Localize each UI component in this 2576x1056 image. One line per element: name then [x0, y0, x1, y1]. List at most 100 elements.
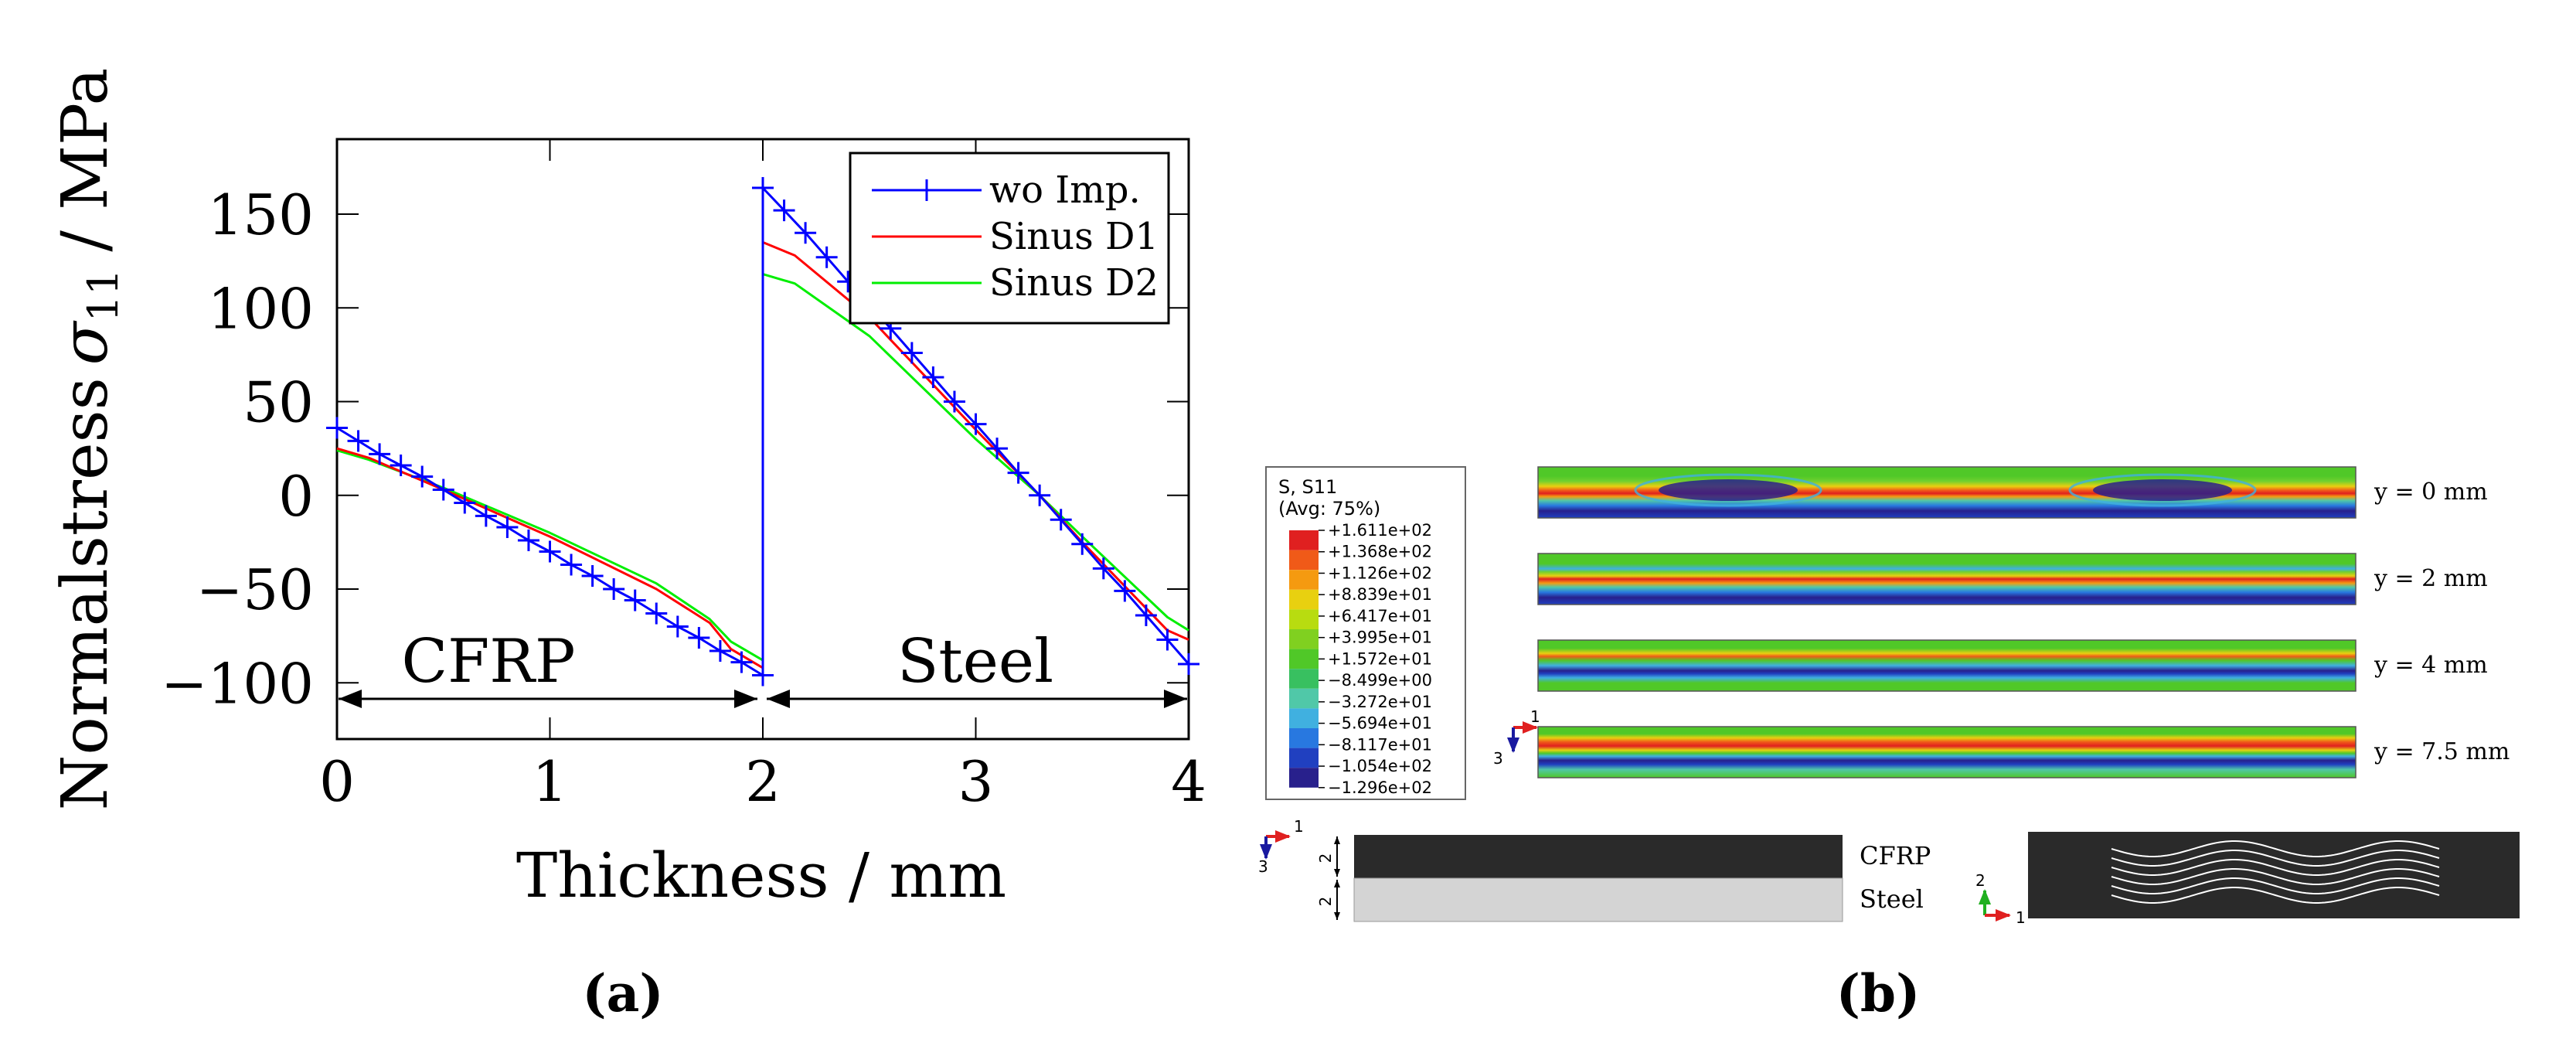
data-point-marker	[347, 430, 369, 452]
data-point-marker	[603, 578, 625, 600]
contour-strip: y = 0 mm	[1537, 466, 2488, 519]
contour-legend-swatch	[1289, 768, 1319, 788]
data-point-marker	[1135, 604, 1157, 626]
data-point-marker	[709, 640, 731, 663]
y-tick-label: −50	[196, 557, 314, 622]
contour-legend-value: +8.839e+01	[1328, 585, 1432, 604]
contour-legend-swatch	[1289, 530, 1319, 550]
contour-strip-label: y = 0 mm	[2374, 479, 2488, 506]
data-point-marker	[411, 465, 434, 488]
contour-legend-swatch	[1289, 688, 1319, 709]
contour-legend-swatch	[1289, 570, 1319, 590]
data-point-marker	[815, 246, 838, 268]
data-point-marker	[900, 342, 923, 364]
fibre-line	[2111, 877, 2440, 894]
contour-legend-value: −5.694e+01	[1328, 714, 1432, 733]
contour-legend-swatch	[1289, 728, 1319, 748]
y-axis-label-subscript: 11	[79, 269, 128, 322]
triad-label-3: 3	[1493, 749, 1503, 768]
cfrp-annotation: CFRP	[401, 627, 575, 697]
data-point-marker	[1029, 484, 1051, 506]
x-tick-label: 4	[1171, 749, 1206, 814]
data-point-marker	[1156, 628, 1179, 651]
contour-legend-value: +1.572e+01	[1328, 649, 1432, 668]
stress-hotspot-halo	[1634, 473, 1822, 507]
contour-strip-label: y = 2 mm	[2374, 565, 2488, 592]
y-ticks: −100 −50 0 50 100 150	[161, 182, 1189, 716]
data-point-marker	[943, 390, 965, 413]
data-point-marker	[369, 443, 391, 465]
panel-b-contour: S, S11 (Avg: 75%) +1.611e+02+1.368e+02+1…	[1258, 466, 2520, 1024]
data-point-marker	[795, 222, 817, 244]
fibre-triad-label-2: 2	[1975, 871, 1986, 890]
y-tick-label: 150	[208, 182, 314, 247]
contour-legend-swatch	[1289, 748, 1319, 768]
y-tick-label: 50	[243, 370, 314, 435]
data-point-marker	[1092, 557, 1114, 580]
data-point-marker	[432, 479, 454, 501]
series-line-wo-imp	[336, 186, 1190, 676]
data-point-marker	[1178, 653, 1200, 675]
contour-strip-field	[1537, 639, 2357, 692]
data-point-marker	[645, 602, 668, 625]
data-point-marker	[922, 366, 944, 388]
data-point-marker	[390, 454, 412, 476]
data-point-marker	[1050, 509, 1072, 531]
fibre-line	[2111, 840, 2440, 857]
contour-strip-label: y = 4 mm	[2374, 652, 2488, 679]
contour-legend-value: −1.296e+02	[1328, 778, 1432, 797]
y-axis-label-symbol: σ	[49, 320, 122, 365]
fibre-line	[2111, 850, 2440, 867]
legend-label-wo-imp: wo Imp.	[989, 169, 1141, 212]
fibre-lines	[2111, 840, 2440, 904]
data-point-marker	[475, 505, 497, 527]
contour-strip-field	[1537, 726, 2357, 778]
triad-strips: 1 3	[1493, 707, 1540, 768]
data-point-marker	[560, 554, 583, 576]
panel-label-a: (a)	[582, 963, 663, 1024]
data-point-marker	[773, 199, 795, 222]
y-axis-label: Normalstress σ11 / MPa	[49, 68, 128, 811]
contour-legend-swatch	[1289, 649, 1319, 669]
data-point-marker	[986, 438, 1009, 460]
legend-label-sinus-d1: Sinus D1	[989, 215, 1159, 258]
contour-legend-value: +1.126e+02	[1328, 564, 1432, 582]
contour-legend-swatch	[1289, 609, 1319, 629]
layup-schematic: 1 3 2 2 CFRP Steel	[1258, 817, 1931, 922]
contour-legend-value: −8.499e+00	[1328, 671, 1432, 690]
x-axis-label: Thickness / mm	[516, 840, 1006, 911]
data-point-marker	[752, 664, 774, 686]
triad-label-1: 1	[1530, 707, 1540, 726]
legend-box	[849, 152, 1170, 325]
data-point-marker	[496, 516, 519, 538]
panel-label-b: (b)	[1836, 963, 1921, 1024]
contour-legend-value: +1.611e+02	[1328, 521, 1432, 540]
data-point-marker	[965, 413, 987, 435]
data-point-marker	[1071, 533, 1094, 555]
contour-legend-value: −3.272e+01	[1328, 693, 1432, 711]
y-tick-label: 100	[208, 276, 314, 341]
data-point-marker	[688, 627, 710, 649]
data-point-marker	[517, 529, 539, 551]
data-point-marker	[730, 651, 753, 673]
dim-cfrp-label: 2	[1316, 853, 1335, 864]
fibre-line	[2111, 859, 2440, 876]
contour-legend-scale: +1.611e+02 +1.368e+02 +1.126e+02 +8.839e+01…	[1289, 521, 1432, 797]
contour-strip-label: y = 7.5 mm	[2374, 738, 2510, 765]
contour-strip: y = 4 mm	[1537, 639, 2488, 692]
data-point-marker	[539, 540, 561, 563]
fibre-waviness-schematic: 2 1	[1975, 832, 2520, 927]
data-point-marker	[666, 615, 689, 638]
cfrp-layer	[1354, 835, 1843, 878]
layup-cfrp-label: CFRP	[1860, 841, 1931, 870]
x-tick-label: 2	[745, 749, 781, 814]
fibre-line	[2111, 887, 2440, 904]
layup-triad-label-1: 1	[1294, 817, 1304, 836]
panel-a-line-chart: −100 −50 0 50 100 150 0 1 2 3 4 CFRP Steel wo Imp…	[49, 68, 1206, 1024]
contour-legend-title: S, S11	[1278, 476, 1337, 498]
contour-legend-value: +3.995e+01	[1328, 628, 1432, 647]
fibre-triad-label-1: 1	[2016, 908, 2026, 927]
y-tick-label: 0	[278, 464, 314, 529]
y-axis-label-prefix: Normalstress	[49, 377, 122, 810]
